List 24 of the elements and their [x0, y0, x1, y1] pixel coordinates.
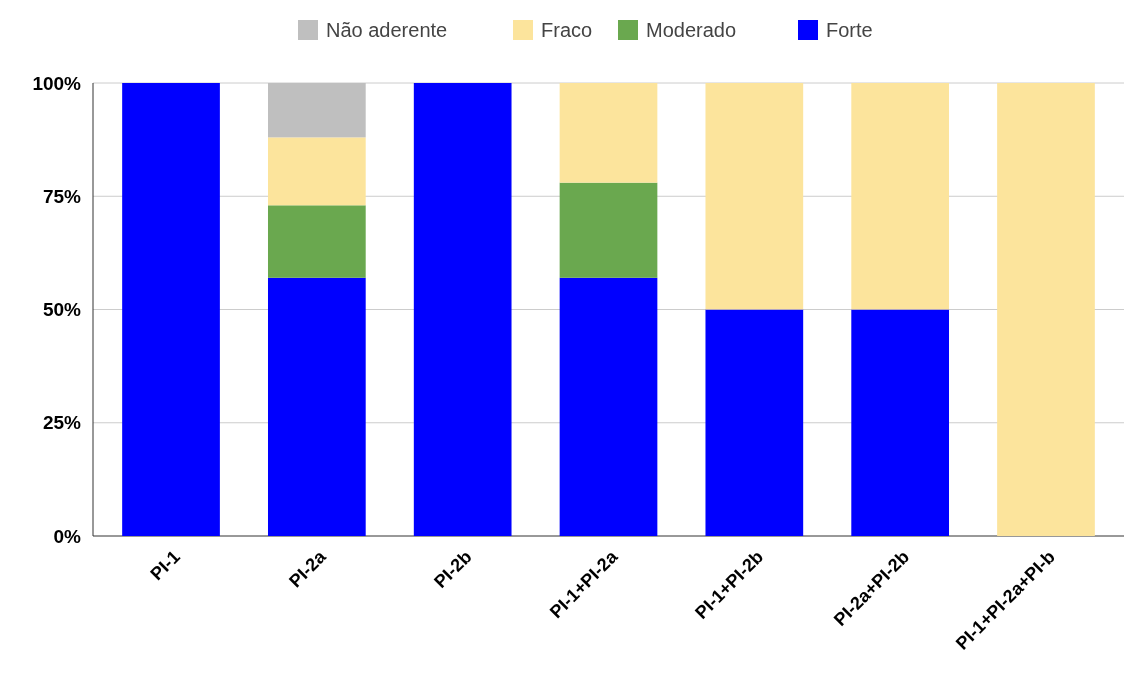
y-tick-label: 50% — [42, 299, 82, 321]
bar — [122, 83, 220, 536]
bar — [851, 83, 950, 310]
legend-label: Não aderente — [326, 19, 448, 41]
x-tick-label: PI-1 — [146, 546, 184, 585]
bar — [267, 83, 366, 138]
bar — [997, 83, 1095, 536]
bar — [705, 83, 804, 310]
bar — [705, 309, 804, 536]
y-tick-label: 25% — [42, 412, 82, 434]
bar — [559, 182, 658, 278]
bar — [851, 309, 950, 536]
legend-label: Fraco — [541, 19, 593, 41]
bar — [413, 83, 512, 536]
y-tick-label: 100% — [32, 72, 82, 94]
legend-label: Forte — [826, 19, 873, 41]
legend-label: Moderado — [646, 19, 737, 41]
bar — [267, 205, 366, 278]
bar — [267, 137, 366, 206]
bar — [559, 83, 658, 183]
bar — [559, 277, 658, 536]
y-tick-label: 0% — [53, 525, 82, 547]
y-tick-label: 75% — [42, 185, 82, 207]
bar — [267, 277, 366, 536]
